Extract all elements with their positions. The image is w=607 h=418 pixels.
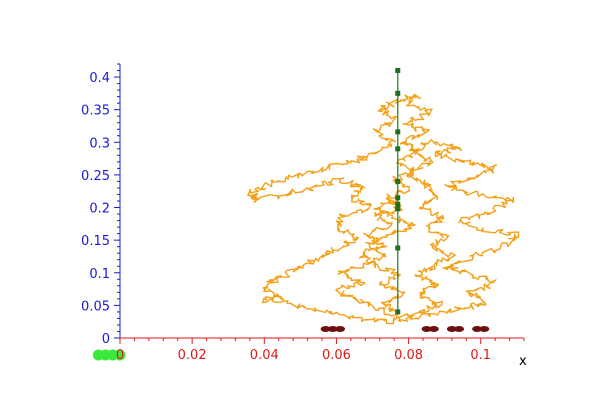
bottom-marker [446, 326, 457, 332]
y-tick-label: 0.05 [81, 299, 110, 314]
y-tick-label: 0.1 [89, 267, 110, 282]
green-series-point [395, 195, 401, 201]
random-walk-layer [247, 93, 520, 325]
bottom-marker [421, 326, 432, 332]
green-line-layer [395, 68, 401, 315]
y-tick-label: 0 [102, 332, 110, 347]
green-series-point [395, 129, 401, 135]
y-tick-label: 0.3 [89, 136, 110, 151]
bottom-marker [428, 326, 439, 332]
x-tick-label: 0.02 [178, 348, 207, 363]
y-tick-label: 0.25 [81, 169, 110, 184]
random-walk-series [247, 93, 520, 325]
green-series-point [395, 201, 401, 207]
bottom-marker [454, 326, 465, 332]
green-series-point [395, 68, 401, 74]
green-series-point [395, 206, 401, 212]
green-series-point [395, 178, 401, 184]
bottom-marker [320, 326, 331, 332]
axes: 0 0.05 0.1 0.15 0.2 0.25 0.3 0.35 0.4 0 0.02 0.04 0.… [81, 63, 525, 363]
x-tick-label: 0.06 [322, 348, 351, 363]
x-tick-label: 0.1 [470, 348, 491, 363]
y-tick-label: 0.35 [81, 104, 110, 119]
green-series-point [395, 146, 401, 152]
y-tick-label: 0.15 [81, 234, 110, 249]
marker-layer [92, 326, 490, 361]
x-tick-label: 0.04 [250, 348, 279, 363]
y-tick-label: 0.4 [89, 71, 110, 86]
x-tick-label: 0.08 [394, 348, 423, 363]
green-series-point [395, 90, 401, 96]
x-axis-label: x [519, 354, 527, 369]
bottom-marker [472, 326, 483, 332]
bottom-marker [327, 326, 338, 332]
green-series-point [395, 245, 401, 251]
x-tick-label: 0 [116, 348, 124, 363]
green-series-point [395, 309, 401, 315]
origin-marker [114, 349, 126, 361]
y-tick-label: 0.2 [89, 202, 110, 217]
bottom-marker [479, 326, 490, 332]
bottom-marker [335, 326, 346, 332]
